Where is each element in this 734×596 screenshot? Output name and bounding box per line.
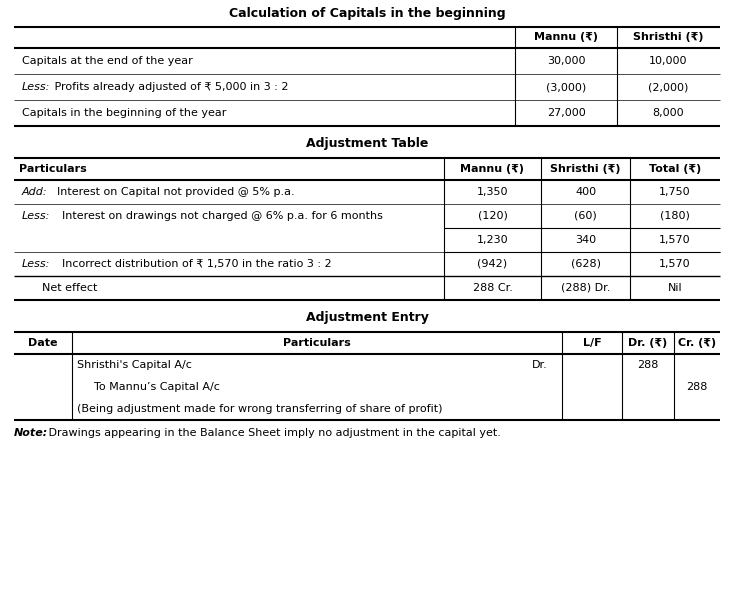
Text: Shristhi (₹): Shristhi (₹): [633, 33, 704, 42]
Text: Particulars: Particulars: [19, 164, 87, 174]
Text: 340: 340: [575, 235, 596, 245]
Text: Date: Date: [28, 338, 58, 348]
Text: Drawings appearing in the Balance Sheet imply no adjustment in the capital yet.: Drawings appearing in the Balance Sheet …: [45, 428, 501, 438]
Text: L/F: L/F: [583, 338, 601, 348]
Text: Interest on Capital not provided @ 5% p.a.: Interest on Capital not provided @ 5% p.…: [50, 187, 294, 197]
Text: Less:: Less:: [22, 82, 51, 92]
Text: Adjustment Entry: Adjustment Entry: [305, 312, 429, 324]
Text: Shristhi's Capital A/c: Shristhi's Capital A/c: [77, 360, 192, 370]
Text: 8,000: 8,000: [653, 108, 684, 118]
Text: 400: 400: [575, 187, 596, 197]
Text: Nil: Nil: [668, 283, 683, 293]
Text: (2,000): (2,000): [648, 82, 688, 92]
Text: Mannu (₹): Mannu (₹): [460, 164, 525, 174]
Text: (180): (180): [660, 211, 690, 221]
Text: 1,350: 1,350: [477, 187, 508, 197]
Text: (3,000): (3,000): [546, 82, 586, 92]
Text: Net effect: Net effect: [42, 283, 98, 293]
Text: Less:: Less:: [22, 259, 51, 269]
Text: Capitals in the beginning of the year: Capitals in the beginning of the year: [22, 108, 226, 118]
Text: 27,000: 27,000: [547, 108, 586, 118]
Text: Calculation of Capitals in the beginning: Calculation of Capitals in the beginning: [229, 8, 505, 20]
Text: Capitals at the end of the year: Capitals at the end of the year: [22, 56, 193, 66]
Text: Shristhi (₹): Shristhi (₹): [550, 164, 621, 174]
Text: Mannu (₹): Mannu (₹): [534, 33, 598, 42]
Text: Total (₹): Total (₹): [649, 164, 701, 174]
Text: (288) Dr.: (288) Dr.: [561, 283, 610, 293]
Text: 288: 288: [637, 360, 658, 370]
Text: 288: 288: [686, 382, 708, 392]
Text: 1,230: 1,230: [476, 235, 509, 245]
Text: (60): (60): [574, 211, 597, 221]
Text: 1,570: 1,570: [659, 259, 691, 269]
Text: 1,570: 1,570: [659, 235, 691, 245]
Text: (120): (120): [478, 211, 507, 221]
Text: Interest on drawings not charged @ 6% p.a. for 6 months: Interest on drawings not charged @ 6% p.…: [55, 211, 383, 221]
Text: 1,750: 1,750: [659, 187, 691, 197]
Text: 288 Cr.: 288 Cr.: [473, 283, 512, 293]
Text: Note:: Note:: [14, 428, 48, 438]
Text: 30,000: 30,000: [547, 56, 585, 66]
Text: Less:: Less:: [22, 211, 51, 221]
Text: Incorrect distribution of ₹ 1,570 in the ratio 3 : 2: Incorrect distribution of ₹ 1,570 in the…: [55, 259, 332, 269]
Text: 10,000: 10,000: [650, 56, 688, 66]
Text: Cr. (₹): Cr. (₹): [678, 338, 716, 348]
Text: (Being adjustment made for wrong transferring of share of profit): (Being adjustment made for wrong transfe…: [77, 404, 443, 414]
Text: (628): (628): [570, 259, 600, 269]
Text: Dr. (₹): Dr. (₹): [628, 338, 668, 348]
Text: To Mannu’s Capital A/c: To Mannu’s Capital A/c: [94, 382, 220, 392]
Text: Add:: Add:: [22, 187, 48, 197]
Text: (942): (942): [477, 259, 508, 269]
Text: Particulars: Particulars: [283, 338, 351, 348]
Text: Dr.: Dr.: [532, 360, 548, 370]
Text: Profits already adjusted of ₹ 5,000 in 3 : 2: Profits already adjusted of ₹ 5,000 in 3…: [51, 82, 288, 92]
Text: Adjustment Table: Adjustment Table: [306, 138, 428, 151]
